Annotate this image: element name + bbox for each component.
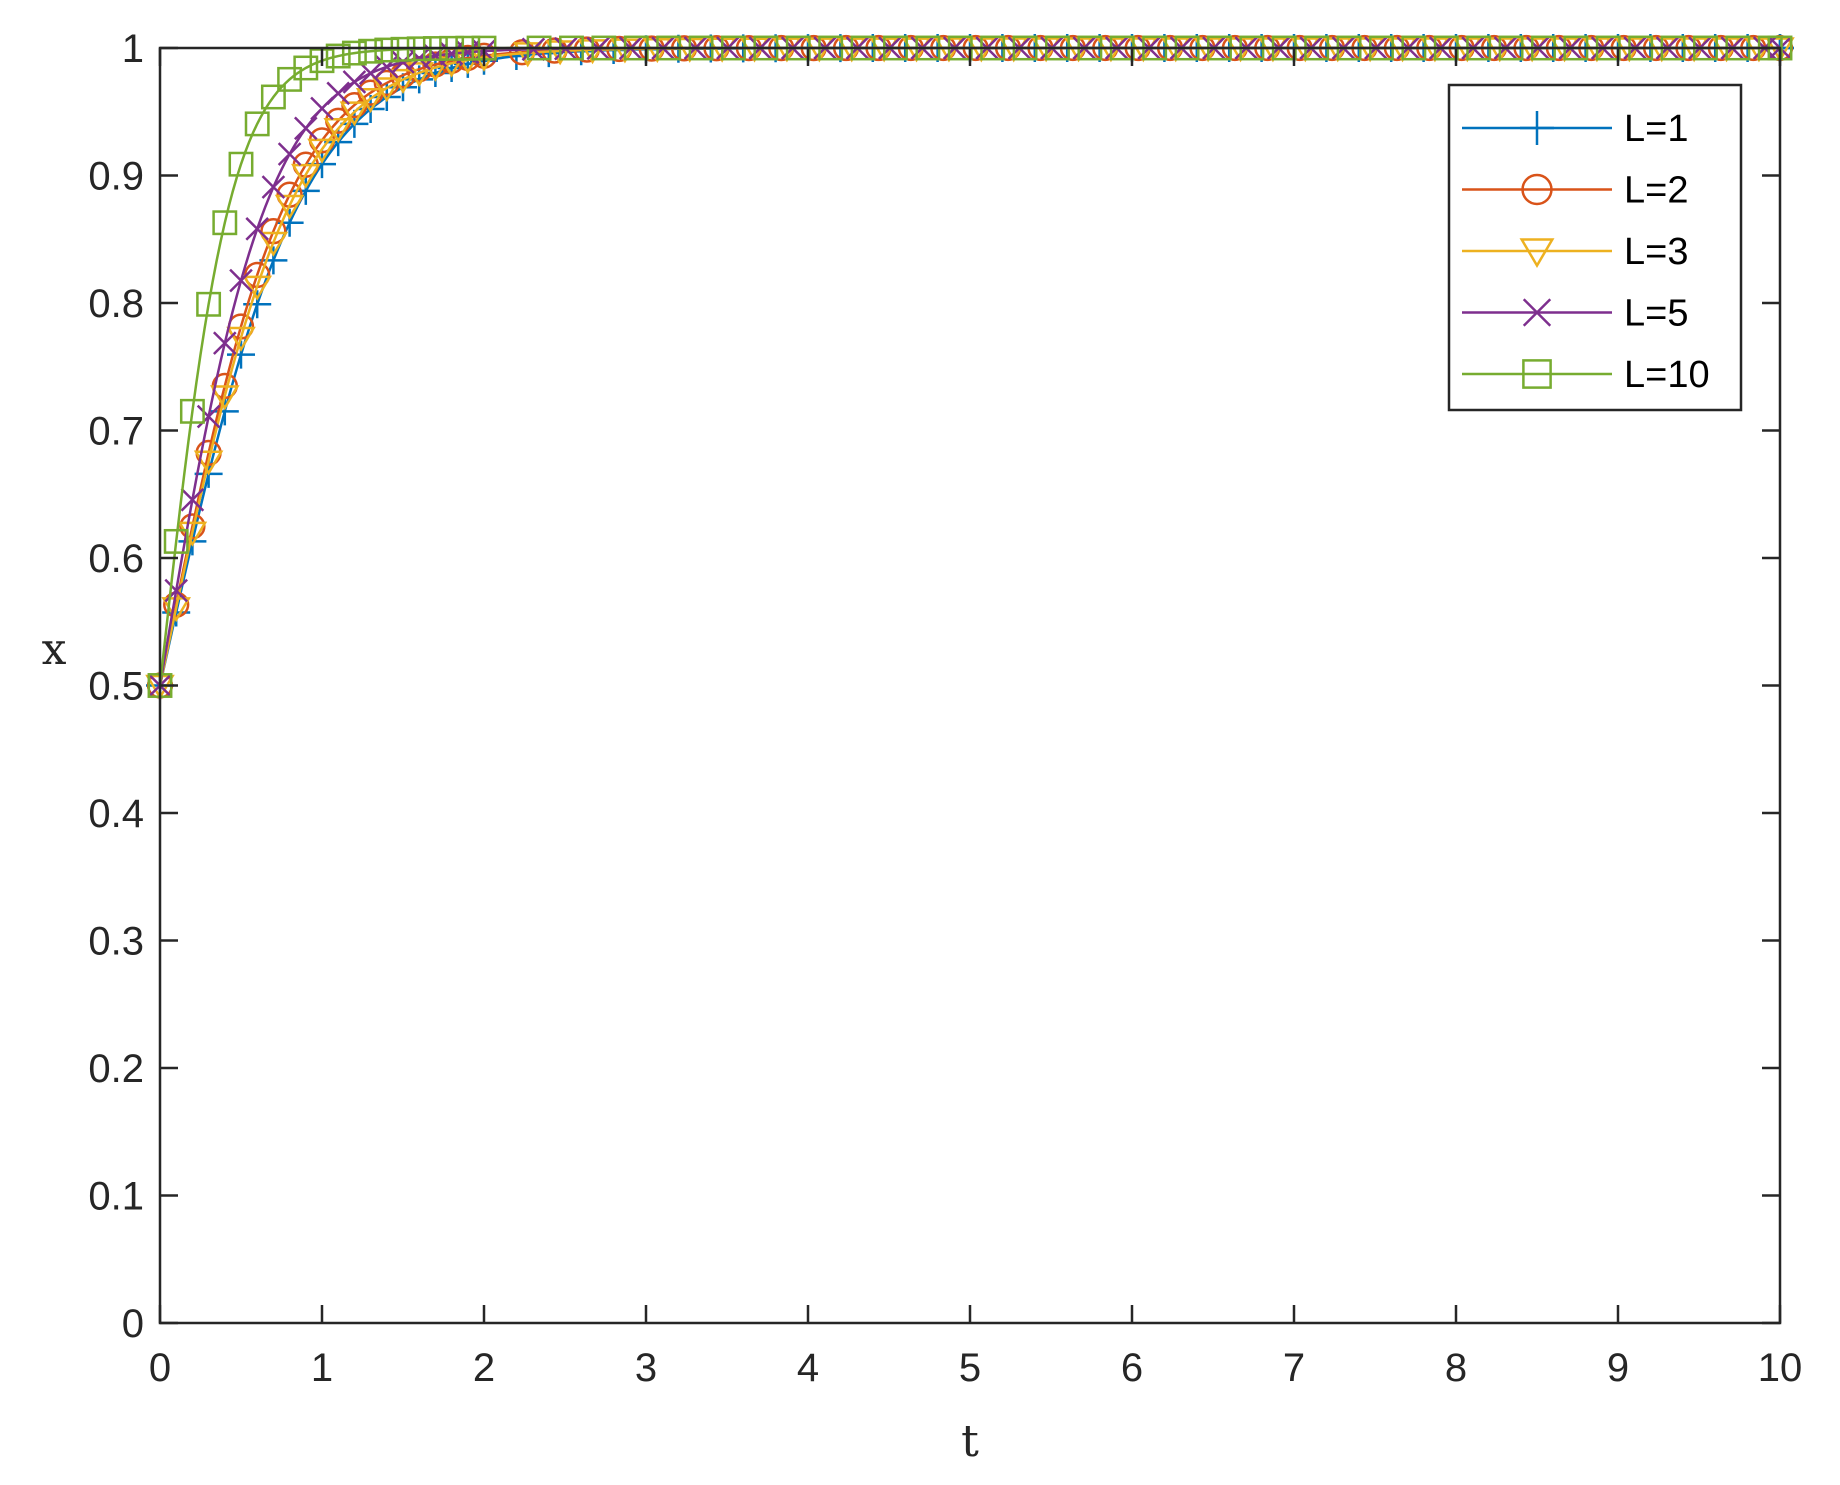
series-marker [342, 70, 367, 94]
y-tick-label: 0.4 [88, 792, 144, 836]
x-tick-label: 7 [1283, 1346, 1305, 1390]
legend-item: L=1 [1462, 108, 1688, 150]
series-marker [212, 331, 237, 355]
series-marker [307, 138, 337, 164]
series-marker [293, 116, 318, 141]
legend-item: L=3 [1462, 231, 1688, 273]
series-marker [1519, 238, 1555, 269]
legend-item: L=10 [1462, 354, 1710, 396]
series-marker [193, 450, 224, 476]
series-marker [261, 175, 286, 199]
series-marker [358, 38, 384, 64]
series-marker [179, 398, 205, 424]
legend-label: L=3 [1624, 231, 1688, 273]
series-marker [404, 62, 434, 88]
series-marker [374, 37, 400, 63]
series-marker [229, 268, 253, 293]
series-marker [228, 151, 254, 177]
ticks-layer: 0 1 2 3 4 5 6 7 8 9 10 0 0.1 0.2 0.3 0.4 0.5 0.6 0.7 0.8 0.9… [88, 27, 1802, 1390]
y-tick-label: 0.9 [88, 155, 144, 199]
series-marker [1522, 359, 1552, 389]
series-marker [210, 385, 240, 411]
series-marker [339, 101, 370, 127]
series-marker [196, 404, 221, 429]
series-marker [355, 87, 386, 114]
series-marker [242, 275, 272, 301]
series-marker [323, 117, 353, 144]
x-tick-label: 4 [797, 1346, 819, 1390]
series-marker [388, 68, 418, 94]
x-tick-label: 10 [1758, 1346, 1803, 1390]
series-marker [291, 163, 321, 190]
series-marker [180, 487, 205, 512]
x-tick-label: 2 [473, 1346, 495, 1390]
series-marker [358, 61, 383, 86]
series-marker [227, 340, 255, 369]
x-tick-label: 1 [311, 1346, 333, 1390]
legend-label: L=5 [1624, 293, 1688, 335]
legend: L=1 L=2 L=3 L=5 L=10 [1447, 83, 1743, 412]
y-tick-label: 0 [122, 1302, 144, 1346]
legend-label: L=2 [1624, 170, 1688, 212]
y-tick-label: 0.8 [88, 282, 144, 326]
y-tick-label: 0.7 [88, 410, 144, 454]
series-marker [341, 40, 367, 66]
y-tick-label: 1 [122, 27, 144, 71]
x-axis-label: t [961, 1416, 979, 1467]
series-marker [244, 111, 270, 137]
series-marker [161, 597, 191, 623]
series-marker [1521, 173, 1553, 206]
x-tick-label: 3 [635, 1346, 657, 1390]
series-marker [196, 291, 222, 317]
y-axis-label: x [42, 624, 67, 675]
series-marker [277, 142, 302, 166]
y-tick-label: 0.1 [88, 1175, 144, 1219]
series-marker [274, 194, 305, 220]
legend-label: L=10 [1624, 354, 1710, 396]
legend-label: L=1 [1624, 108, 1688, 150]
series-marker [1765, 37, 1795, 63]
series-marker [226, 326, 256, 352]
series-marker [1522, 298, 1552, 327]
x-tick-label: 5 [959, 1346, 981, 1390]
series-marker [260, 84, 286, 110]
series-marker [390, 36, 416, 62]
x-tick-label: 0 [149, 1346, 171, 1390]
y-tick-label: 0.6 [88, 537, 144, 581]
series-marker [325, 43, 351, 69]
series-marker [1520, 111, 1554, 145]
y-tick-label: 0.3 [88, 920, 144, 964]
series-marker [391, 50, 415, 74]
series-marker [212, 210, 238, 236]
x-tick-label: 8 [1445, 1346, 1467, 1390]
series-marker [293, 55, 319, 81]
legend-item: L=2 [1462, 170, 1688, 212]
legend-box [1447, 83, 1743, 412]
series-marker [258, 231, 289, 257]
x-tick-label: 6 [1121, 1346, 1143, 1390]
series-marker [326, 81, 351, 106]
legend-item: L=5 [1462, 293, 1688, 335]
series-marker [163, 528, 189, 554]
x-tick-label: 9 [1607, 1346, 1629, 1390]
y-tick-label: 0.5 [88, 665, 144, 709]
series-marker [245, 217, 270, 241]
series-marker [259, 246, 288, 275]
y-tick-label: 0.2 [88, 1047, 144, 1091]
series-marker [372, 77, 402, 103]
